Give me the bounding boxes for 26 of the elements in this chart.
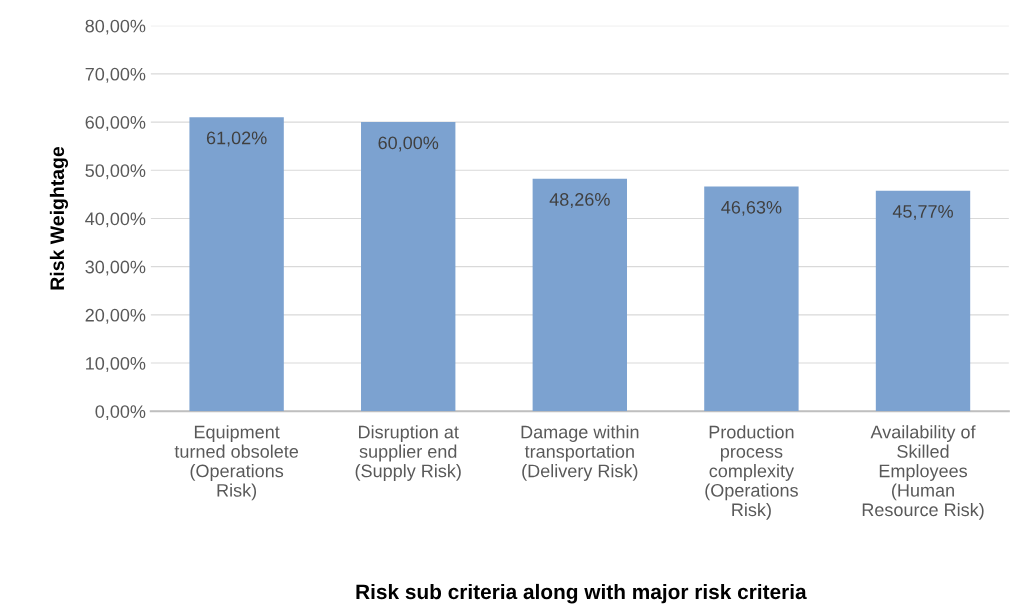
y-tick-label: 20,00%: [85, 308, 146, 324]
bar: [875, 190, 971, 412]
y-tick-label: 70,00%: [85, 67, 146, 83]
y-tick-label: 40,00%: [85, 212, 146, 228]
bar: [704, 186, 799, 412]
data-label: 61,02%: [206, 131, 267, 147]
bar: [361, 122, 456, 412]
y-tick-label: 0,00%: [95, 405, 146, 421]
data-label: 48,26%: [549, 193, 610, 208]
y-tick-label: 80,00%: [85, 19, 146, 35]
y-tick-label: 50,00%: [85, 164, 146, 180]
bar: [532, 178, 627, 412]
data-label: 60,00%: [378, 136, 439, 152]
x-tick-label: Damage within transportation (Delivery Risk): [521, 425, 639, 481]
data-label: 46,63%: [721, 200, 782, 216]
data-label: 45,77%: [892, 205, 953, 220]
x-tick-label: Equipment turned obsolete (Operations Risk): [174, 425, 299, 501]
y-tick-label: 30,00%: [85, 260, 146, 276]
x-tick-label: Disruption at supplier end (Supply Risk): [355, 425, 461, 481]
x-axis-title: Risk sub criteria along with major risk criteria: [356, 583, 807, 604]
bar: [189, 117, 284, 412]
y-axis-title: Risk Weightage: [49, 146, 69, 290]
y-tick-label: 10,00%: [86, 357, 146, 372]
x-tick-label: Availability of Skilled Employees (Human Resource Risk): [862, 425, 984, 520]
y-tick-label: 60,00%: [85, 116, 146, 131]
x-tick-label: Production process complexity (Operations Risk): [705, 425, 798, 520]
